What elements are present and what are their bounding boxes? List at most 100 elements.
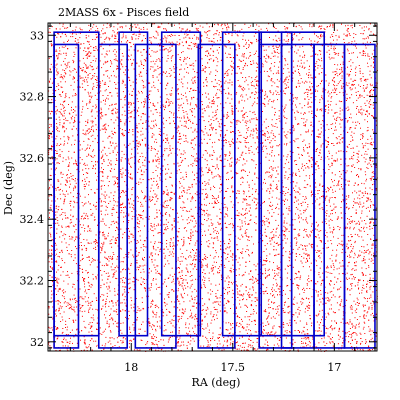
- star-point: [116, 313, 118, 315]
- star-point: [125, 146, 127, 148]
- star-point: [80, 77, 82, 79]
- star-point: [56, 50, 58, 52]
- star-point: [244, 62, 246, 64]
- star-point: [128, 318, 130, 320]
- star-point: [319, 136, 321, 138]
- star-point: [329, 26, 331, 27]
- star-point: [223, 337, 225, 338]
- star-point: [220, 264, 222, 265]
- star-point: [358, 254, 360, 256]
- star-point: [296, 98, 298, 100]
- star-point: [87, 289, 89, 290]
- star-point: [248, 45, 250, 47]
- star-point: [255, 32, 257, 34]
- star-point: [268, 307, 270, 309]
- star-point: [143, 27, 145, 28]
- star-point: [186, 99, 188, 101]
- star-point: [171, 289, 173, 291]
- star-point: [202, 131, 204, 133]
- star-point: [303, 118, 305, 120]
- star-point: [167, 58, 169, 59]
- star-point: [59, 47, 60, 49]
- star-point: [239, 317, 241, 318]
- star-point: [211, 267, 213, 269]
- star-point: [233, 67, 235, 69]
- star-point: [157, 232, 159, 234]
- star-point: [148, 199, 150, 201]
- star-point: [102, 149, 104, 151]
- star-point: [95, 172, 96, 174]
- star-point: [362, 145, 364, 147]
- star-point: [339, 123, 341, 125]
- star-point: [150, 286, 152, 288]
- star-point: [159, 130, 161, 132]
- star-point: [292, 77, 294, 79]
- star-point: [183, 102, 185, 104]
- star-point: [296, 97, 298, 99]
- star-point: [236, 306, 237, 308]
- star-point: [49, 345, 51, 347]
- star-point: [152, 76, 154, 78]
- star-point: [186, 345, 188, 347]
- star-point: [359, 111, 360, 113]
- star-point: [329, 342, 331, 344]
- star-point: [318, 204, 320, 206]
- star-point: [349, 328, 351, 329]
- star-point: [278, 288, 280, 290]
- star-point: [219, 159, 221, 161]
- star-point: [373, 172, 375, 174]
- star-point: [105, 205, 107, 207]
- star-point: [224, 125, 226, 127]
- star-point: [71, 272, 73, 274]
- star-point: [91, 115, 93, 117]
- star-point: [105, 83, 107, 85]
- star-point: [339, 176, 341, 178]
- star-point: [307, 103, 309, 105]
- star-point: [115, 112, 117, 114]
- star-point: [322, 208, 324, 210]
- star-point: [171, 87, 173, 89]
- star-point: [137, 241, 139, 243]
- star-point: [254, 113, 256, 115]
- star-point: [96, 49, 98, 51]
- star-point: [95, 124, 97, 126]
- star-point: [57, 179, 59, 181]
- star-point: [331, 243, 333, 245]
- star-point: [64, 184, 66, 185]
- star-point: [350, 337, 352, 339]
- star-point: [190, 271, 191, 273]
- star-point: [253, 348, 255, 350]
- star-point: [102, 244, 104, 246]
- star-point: [232, 333, 234, 335]
- star-point: [283, 155, 285, 157]
- star-point: [278, 110, 280, 112]
- star-point: [310, 88, 311, 90]
- star-point: [130, 339, 132, 341]
- star-point: [121, 192, 122, 193]
- star-point: [154, 313, 156, 315]
- star-point: [325, 297, 327, 299]
- star-point: [264, 94, 266, 96]
- star-point: [354, 269, 356, 271]
- star-point: [48, 110, 50, 112]
- star-point: [292, 344, 294, 346]
- star-point: [137, 38, 139, 40]
- star-point: [191, 98, 193, 100]
- star-point: [215, 175, 217, 177]
- star-point: [96, 76, 98, 78]
- star-point: [213, 86, 215, 88]
- star-point: [84, 339, 86, 341]
- star-point: [142, 268, 144, 270]
- star-point: [136, 182, 138, 184]
- star-point: [157, 186, 159, 188]
- star-point: [92, 87, 94, 89]
- star-point: [75, 238, 76, 240]
- star-point: [330, 124, 332, 125]
- star-point: [92, 83, 94, 85]
- star-point: [346, 73, 348, 75]
- star-point: [138, 197, 139, 199]
- star-point: [83, 174, 84, 175]
- star-point: [133, 200, 135, 202]
- star-point: [74, 53, 76, 55]
- star-point: [366, 94, 368, 96]
